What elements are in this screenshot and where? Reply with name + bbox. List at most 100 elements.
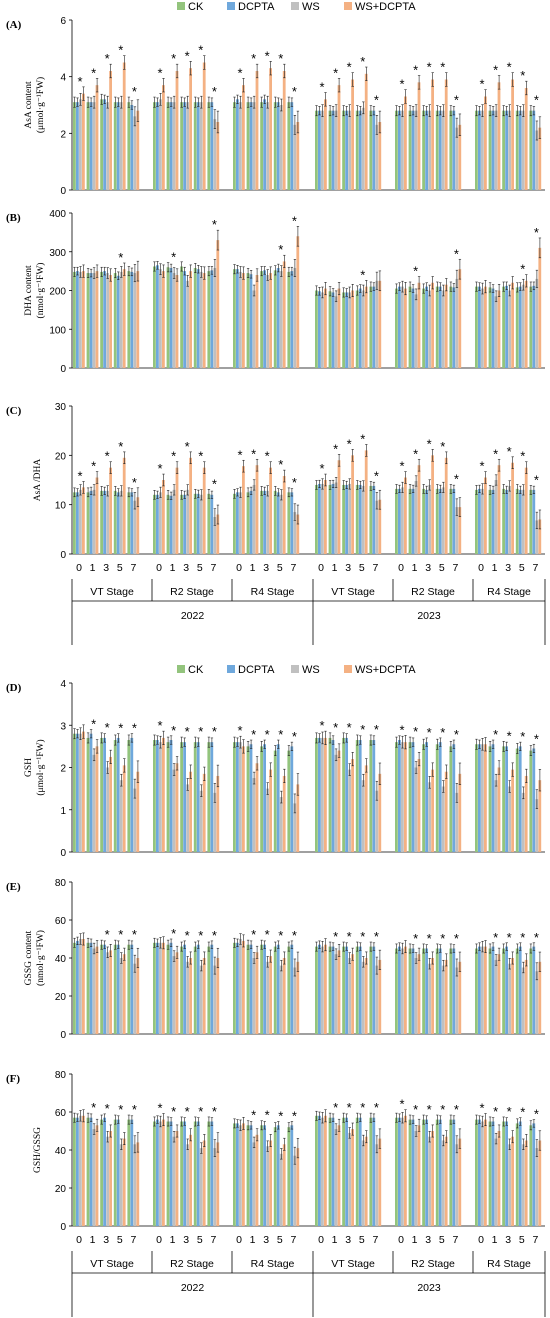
bar — [505, 285, 508, 368]
bar — [449, 746, 453, 852]
bar — [95, 946, 99, 1034]
bar — [242, 85, 245, 190]
bar — [130, 105, 134, 190]
bar — [321, 737, 324, 852]
bar — [92, 273, 96, 368]
bar — [175, 763, 179, 852]
bar — [375, 500, 379, 554]
y-tick-label: 20 — [55, 1184, 67, 1195]
bar — [398, 740, 401, 852]
bar — [172, 956, 176, 1034]
bar — [79, 939, 82, 1034]
bar — [395, 110, 398, 190]
bar — [180, 1121, 183, 1226]
bar — [290, 102, 294, 190]
bar — [296, 784, 300, 852]
bar — [239, 492, 242, 554]
day-label: 5 — [519, 562, 525, 574]
legend-swatch — [177, 665, 185, 673]
bar — [249, 274, 253, 368]
bar — [538, 127, 542, 190]
bar — [233, 942, 236, 1034]
bar — [296, 236, 300, 368]
bar — [478, 110, 481, 190]
significance-marker: * — [105, 927, 110, 942]
bar — [239, 939, 242, 1034]
bar — [130, 737, 134, 852]
day-label: 5 — [117, 562, 123, 574]
bar — [199, 965, 203, 1034]
significance-marker: * — [454, 471, 459, 486]
bar — [422, 488, 425, 554]
bar — [183, 944, 186, 1034]
bar — [497, 1131, 501, 1226]
stage-label: R4 Stage — [251, 586, 295, 598]
bar — [372, 110, 376, 190]
significance-marker: * — [374, 468, 379, 483]
bar — [255, 1134, 259, 1226]
day-label: 1 — [332, 562, 338, 574]
bar — [524, 88, 528, 190]
bar — [395, 948, 398, 1034]
significance-marker: * — [440, 439, 445, 454]
bar — [422, 110, 425, 190]
significance-marker: * — [171, 723, 176, 738]
bar — [364, 765, 368, 852]
bar — [216, 775, 220, 852]
bar — [279, 105, 283, 190]
significance-marker: * — [507, 60, 512, 75]
bar — [76, 1117, 79, 1226]
bar — [438, 948, 442, 1034]
significance-marker: * — [333, 929, 338, 944]
bar — [364, 286, 368, 368]
bar — [246, 746, 250, 852]
year-label: 2023 — [417, 610, 441, 622]
panel-label: (C) — [6, 405, 22, 417]
bar — [331, 483, 335, 554]
day-label: 1 — [492, 1234, 498, 1246]
significance-marker: * — [440, 931, 445, 946]
y-tick-label: 2 — [60, 129, 66, 140]
bar — [255, 275, 259, 368]
bar — [162, 1119, 165, 1226]
significance-marker: * — [507, 1104, 512, 1119]
bar — [175, 1131, 179, 1226]
bar — [290, 1125, 294, 1226]
bar — [318, 110, 321, 190]
significance-marker: * — [132, 927, 137, 942]
panel-label: (B) — [6, 212, 21, 224]
significance-marker: * — [278, 51, 283, 66]
significance-marker: * — [278, 727, 283, 742]
bar — [109, 71, 112, 190]
bar — [518, 946, 522, 1034]
bar — [532, 285, 536, 368]
y-axis-unit: (μmol·g⁻¹FW) — [35, 77, 46, 133]
bar — [103, 490, 106, 554]
significance-marker: * — [493, 727, 498, 742]
significance-marker: * — [413, 264, 418, 279]
bar — [236, 742, 239, 852]
significance-marker: * — [374, 722, 379, 737]
bar — [538, 961, 542, 1034]
bar — [348, 769, 351, 852]
bar — [484, 946, 487, 1034]
bar — [199, 271, 203, 368]
bar — [481, 288, 484, 368]
bar — [213, 119, 217, 190]
bar — [488, 1121, 492, 1226]
bar — [348, 483, 351, 554]
bar — [273, 750, 277, 852]
bar — [193, 268, 197, 368]
significance-marker: * — [534, 93, 539, 108]
bar — [417, 282, 421, 368]
bar — [246, 273, 250, 368]
bar — [444, 79, 448, 190]
day-label: 5 — [277, 1234, 283, 1246]
bar — [497, 767, 501, 852]
bar — [89, 273, 93, 368]
day-label: 7 — [532, 562, 538, 574]
day-label: 7 — [290, 1234, 296, 1246]
bar — [529, 110, 533, 190]
bar — [441, 965, 445, 1034]
bar — [133, 788, 137, 852]
